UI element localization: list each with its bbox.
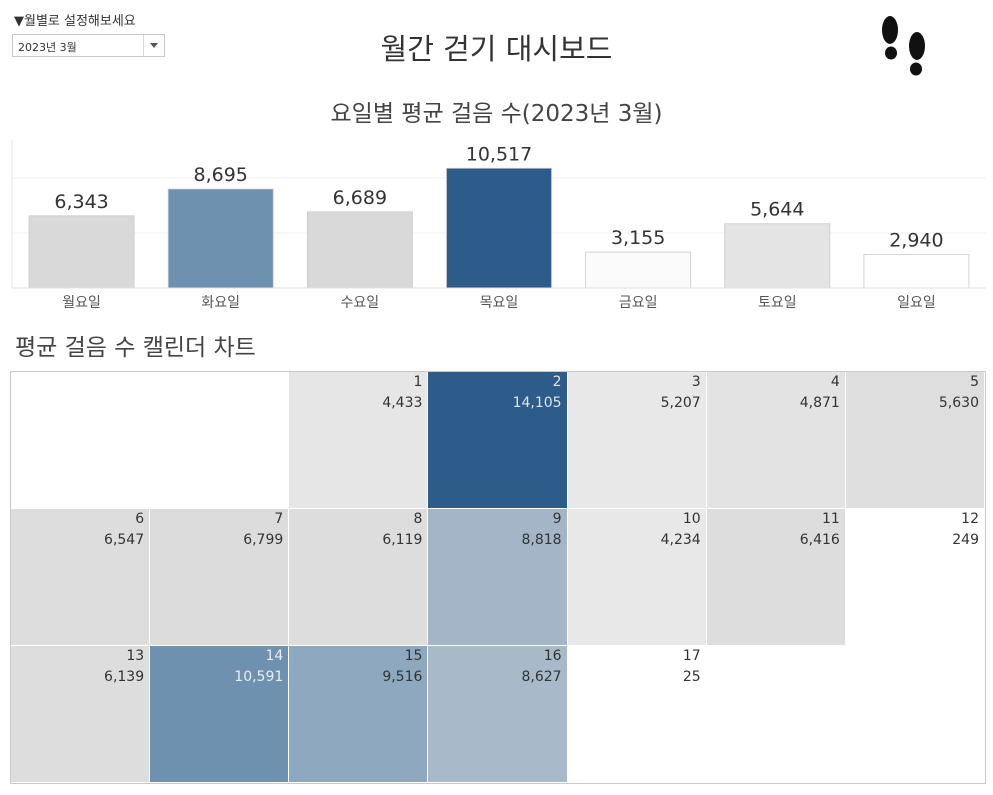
bar-value-label: 3,155 xyxy=(611,227,665,249)
calendar-step-value: 8,818 xyxy=(521,532,562,548)
calendar-cell-day-15[interactable]: 15 9,516 xyxy=(289,646,429,783)
calendar-day-number: 9 xyxy=(552,511,562,527)
calendar-day-number: 8 xyxy=(413,511,423,527)
calendar-day-number: 6 xyxy=(135,511,145,527)
calendar-day-number: 5 xyxy=(970,374,979,390)
calendar-cell-day-5[interactable]: 5 5,630 xyxy=(845,372,985,509)
calendar-day-number: 14 xyxy=(265,648,284,664)
bar-7[interactable] xyxy=(863,254,970,289)
calendar-step-value: 25 xyxy=(682,669,701,685)
weekday-chart-title: 요일별 평균 걸음 수(2023년 3월) xyxy=(330,101,663,127)
chevron-down-icon[interactable] xyxy=(143,35,164,56)
x-tick-label: 목요일 xyxy=(480,295,519,311)
calendar-cell-day-2[interactable]: 2 14,105 xyxy=(428,372,568,509)
calendar-step-value: 9,516 xyxy=(382,669,423,685)
calendar-day-number: 11 xyxy=(822,511,840,527)
month-select[interactable]: 2023년 3월 xyxy=(12,34,165,57)
dashboard-title: 월간 걷기 대시보드 xyxy=(380,32,613,66)
calendar-cell-day-10[interactable]: 10 4,234 xyxy=(567,509,707,646)
calendar-step-value: 6,547 xyxy=(104,532,145,548)
bar-2[interactable] xyxy=(167,188,274,289)
x-tick-label: 일요일 xyxy=(897,295,936,311)
calendar-step-value: 6,139 xyxy=(104,669,145,685)
month-filter-label: ▼월별로 설정해보세요 xyxy=(14,14,136,29)
bar-value-label: 6,689 xyxy=(333,187,387,209)
calendar-step-value: 6,119 xyxy=(382,532,423,548)
bar-1[interactable] xyxy=(28,215,135,289)
calendar-day-number: 2 xyxy=(552,374,562,390)
calendar-step-value: 6,416 xyxy=(799,532,840,548)
calendar-chart-title: 평균 걸음 수 캘린더 차트 xyxy=(15,335,256,361)
calendar-step-value: 4,234 xyxy=(660,532,701,548)
calendar-cell-day-14[interactable]: 14 10,591 xyxy=(150,646,290,783)
calendar-cell-day-7[interactable]: 7 6,799 xyxy=(150,509,290,646)
calendar-cell-day-1[interactable]: 1 4,433 xyxy=(289,372,429,509)
calendar-day-number: 17 xyxy=(682,648,701,664)
calendar-step-value: 6,799 xyxy=(243,532,284,548)
calendar-step-value: 4,871 xyxy=(799,395,840,411)
calendar-day-number: 3 xyxy=(691,374,701,390)
calendar-day-number: 4 xyxy=(830,374,840,390)
calendar-cell-day-8[interactable]: 8 6,119 xyxy=(289,509,429,646)
calendar-day-number: 16 xyxy=(543,648,562,664)
bar-value-label: 8,695 xyxy=(194,164,248,186)
x-tick-label: 금요일 xyxy=(619,295,658,311)
bar-4[interactable] xyxy=(446,167,552,289)
calendar-day-number: 10 xyxy=(682,511,701,527)
calendar-step-value: 14,105 xyxy=(512,395,562,411)
calendar-cell-day-16[interactable]: 16 8,627 xyxy=(428,646,568,783)
calendar-day-number: 15 xyxy=(404,648,423,664)
calendar-step-value: 249 xyxy=(952,532,979,548)
calendar-cell-day-9[interactable]: 9 8,818 xyxy=(428,509,568,646)
bar-3[interactable] xyxy=(306,211,413,289)
bar-value-label: 6,343 xyxy=(54,191,108,213)
bar-5[interactable] xyxy=(585,251,692,289)
x-tick-label: 수요일 xyxy=(341,295,380,311)
bar-value-label: 10,517 xyxy=(466,143,532,165)
calendar-cell-day-4[interactable]: 4 4,871 xyxy=(706,372,846,509)
footprints-icon xyxy=(882,16,925,76)
calendar-step-value: 5,630 xyxy=(938,395,979,411)
calendar-cell-day-12[interactable]: 12 249 xyxy=(845,509,985,646)
bar-value-label: 5,644 xyxy=(750,199,804,221)
calendar-cell-day-13[interactable]: 13 6,139 xyxy=(11,646,151,783)
calendar-day-number: 13 xyxy=(126,648,145,664)
calendar-day-number: 1 xyxy=(413,374,423,390)
calendar-step-value: 8,627 xyxy=(521,669,562,685)
calendar-cell-day-17[interactable]: 17 25 xyxy=(567,646,707,783)
x-tick-label: 월요일 xyxy=(62,295,101,311)
calendar-cell-day-11[interactable]: 11 6,416 xyxy=(706,509,846,646)
month-select-value: 2023년 3월 xyxy=(18,41,77,54)
x-tick-label: 화요일 xyxy=(201,295,240,311)
calendar-day-number: 7 xyxy=(274,511,284,527)
calendar-cell-day-3[interactable]: 3 5,207 xyxy=(567,372,707,509)
weekday-bar-chart: 6,343 월요일 8,695 화요일 6,689 수요일 10,517 목요일 3,155 금요… xyxy=(11,140,986,311)
calendar-cell-day-6[interactable]: 6 6,547 xyxy=(11,509,151,646)
calendar-step-value: 5,207 xyxy=(660,395,701,411)
calendar-step-value: 4,433 xyxy=(382,395,423,411)
calendar-chart: 1 4,433 2 14,105 3 5,207 4 4,871 5 5,630 6 6,547 7 6,… xyxy=(10,371,986,784)
calendar-step-value: 10,591 xyxy=(234,669,284,685)
bar-6[interactable] xyxy=(724,223,831,289)
bar-value-label: 2,940 xyxy=(889,230,943,252)
x-tick-label: 토요일 xyxy=(758,295,797,311)
calendar-day-number: 12 xyxy=(961,511,979,527)
